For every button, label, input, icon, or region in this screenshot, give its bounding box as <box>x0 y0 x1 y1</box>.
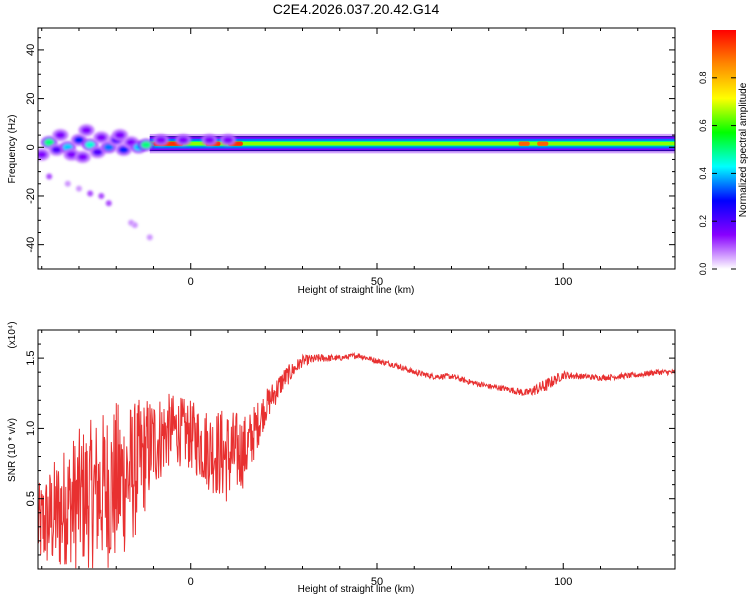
spectrogram-y-axis-label: Frequency (Hz) <box>7 115 18 184</box>
spectral-blob <box>38 148 50 161</box>
spectral-blob <box>111 129 128 142</box>
colorbar: 0.0 0.2 0.4 0.6 0.8 Normalized spectral ampl… <box>698 30 749 275</box>
y-tick-label: 0 <box>25 144 37 150</box>
scatter-point <box>131 222 138 229</box>
y-tick-label: 20 <box>25 92 37 104</box>
colorbar-gradient <box>712 30 736 269</box>
hot-segment <box>537 141 549 146</box>
spectral-blob <box>78 124 95 137</box>
snr-frame <box>37 329 676 570</box>
y-tick-label: -20 <box>25 188 37 204</box>
spectrogram-x-axis-label: Height of straight line (km) <box>298 285 415 296</box>
snr-y-axis-label: SNR (10 * v/v) <box>7 418 18 482</box>
colorbar-tick-label: 0.0 <box>698 263 708 276</box>
band-center <box>149 141 675 146</box>
spectrogram-plot-area <box>38 124 675 241</box>
scatter-point <box>98 192 105 199</box>
x-tick-label: 0 <box>188 276 194 288</box>
spectral-blob <box>52 129 69 142</box>
chart-title: C2E4.2026.037.20.42.G14 <box>273 1 440 17</box>
x-tick-label: 50 <box>371 576 383 588</box>
spectral-blob <box>152 133 169 146</box>
snr-plot-area <box>38 351 675 569</box>
snr-y-multiplier: (x10⁴) <box>7 321 18 348</box>
scatter-point <box>146 234 153 241</box>
spectrogram-panel: 0 50 100 -40 -20 0 20 40 Height of straight lin… <box>7 27 676 296</box>
spectral-blob <box>175 133 192 146</box>
snr-axes: 0 50 100 0.5 1.0 1.5 <box>25 330 676 588</box>
colorbar-tick-label: 0.4 <box>698 167 708 180</box>
x-tick-label: 50 <box>371 276 383 288</box>
colorbar-tick-label: 0.8 <box>698 72 708 85</box>
colorbar-label: Normalized spectral amplitude <box>738 82 749 217</box>
scatter-point <box>46 173 53 180</box>
scatter-point <box>87 190 94 197</box>
snr-panel: 0 50 100 0.5 1.0 1.5 Height of straight line … <box>7 321 676 595</box>
x-tick-label: 100 <box>554 276 572 288</box>
snr-x-axis-label: Height of straight line (km) <box>298 584 415 595</box>
y-tick-label: 1.0 <box>25 421 37 436</box>
spectral-blob <box>74 151 91 164</box>
scatter-point <box>75 185 82 192</box>
colorbar-tick-label: 0.2 <box>698 215 708 228</box>
spectral-blob <box>138 138 155 151</box>
spectral-blob <box>201 133 218 146</box>
scatter-point <box>64 180 71 187</box>
snr-series-line <box>38 351 675 569</box>
y-tick-label: -40 <box>25 237 37 253</box>
colorbar-tick-label: 0.6 <box>698 119 708 132</box>
colorbar-ticks: 0.0 0.2 0.4 0.6 0.8 <box>698 72 736 276</box>
scatter-point <box>105 200 112 207</box>
y-tick-label: 40 <box>25 44 37 56</box>
x-tick-label: 0 <box>188 576 194 588</box>
spectral-blob <box>93 131 110 144</box>
y-tick-label: 1.5 <box>25 350 37 365</box>
spectrogram-frame <box>37 27 676 270</box>
spectral-blob <box>219 133 236 146</box>
y-tick-label: 0.5 <box>25 491 37 506</box>
x-tick-label: 100 <box>554 576 572 588</box>
hot-segment <box>518 141 530 146</box>
spectrogram-axes: 0 50 100 -40 -20 0 20 40 <box>25 28 676 288</box>
